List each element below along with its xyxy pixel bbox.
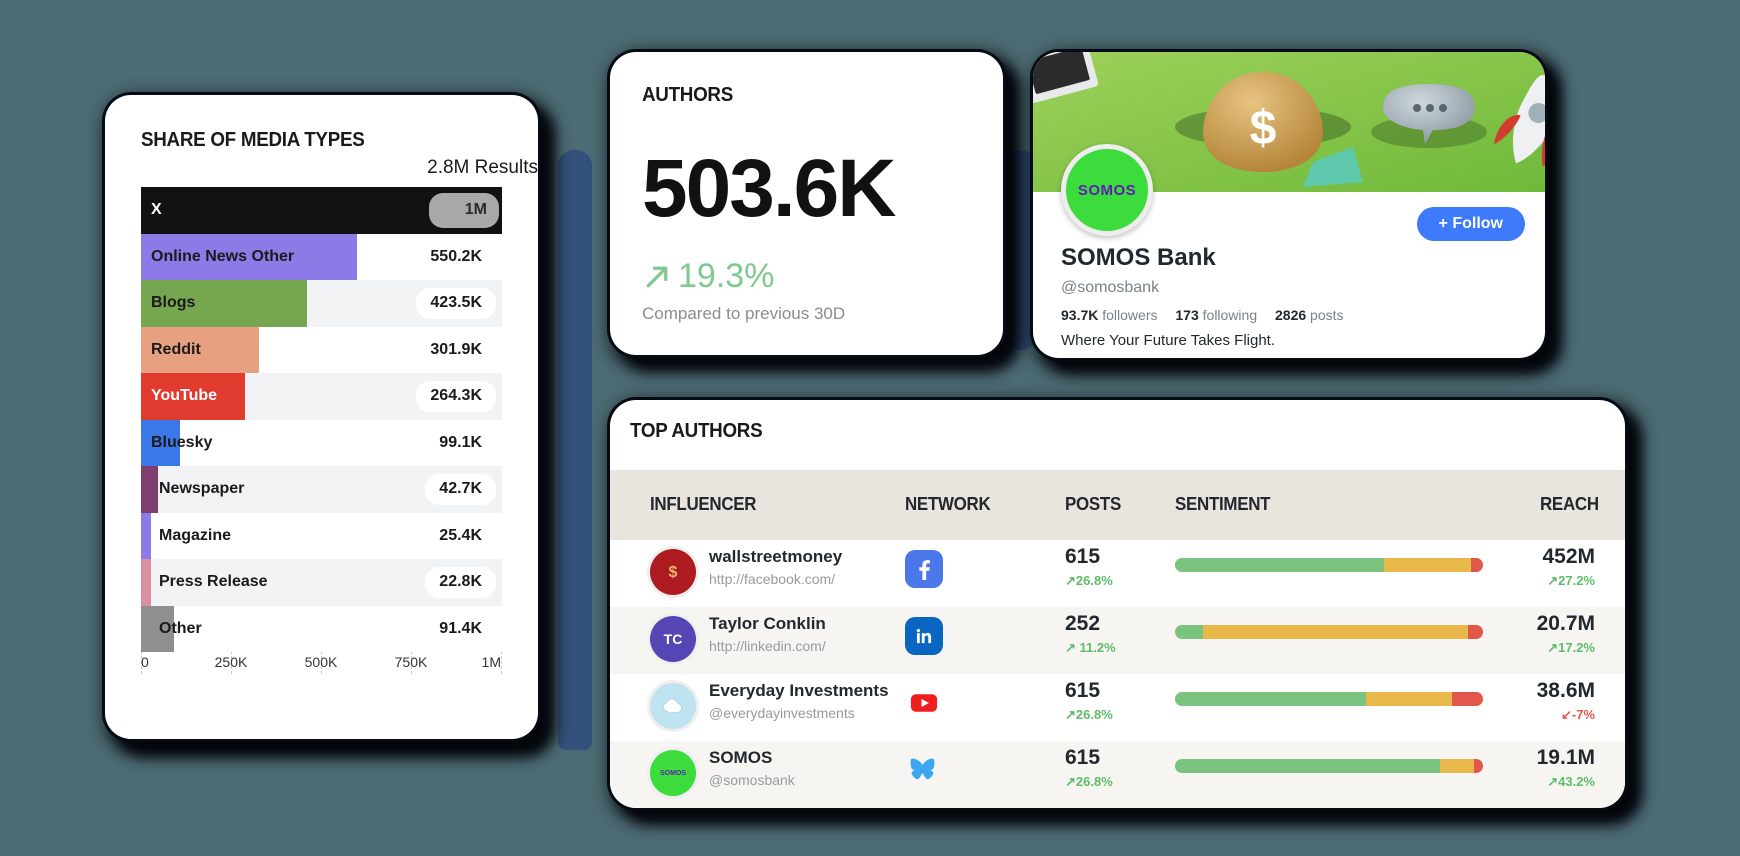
svg-text:$: $ bbox=[1250, 102, 1277, 155]
svg-text:$: $ bbox=[669, 564, 678, 581]
